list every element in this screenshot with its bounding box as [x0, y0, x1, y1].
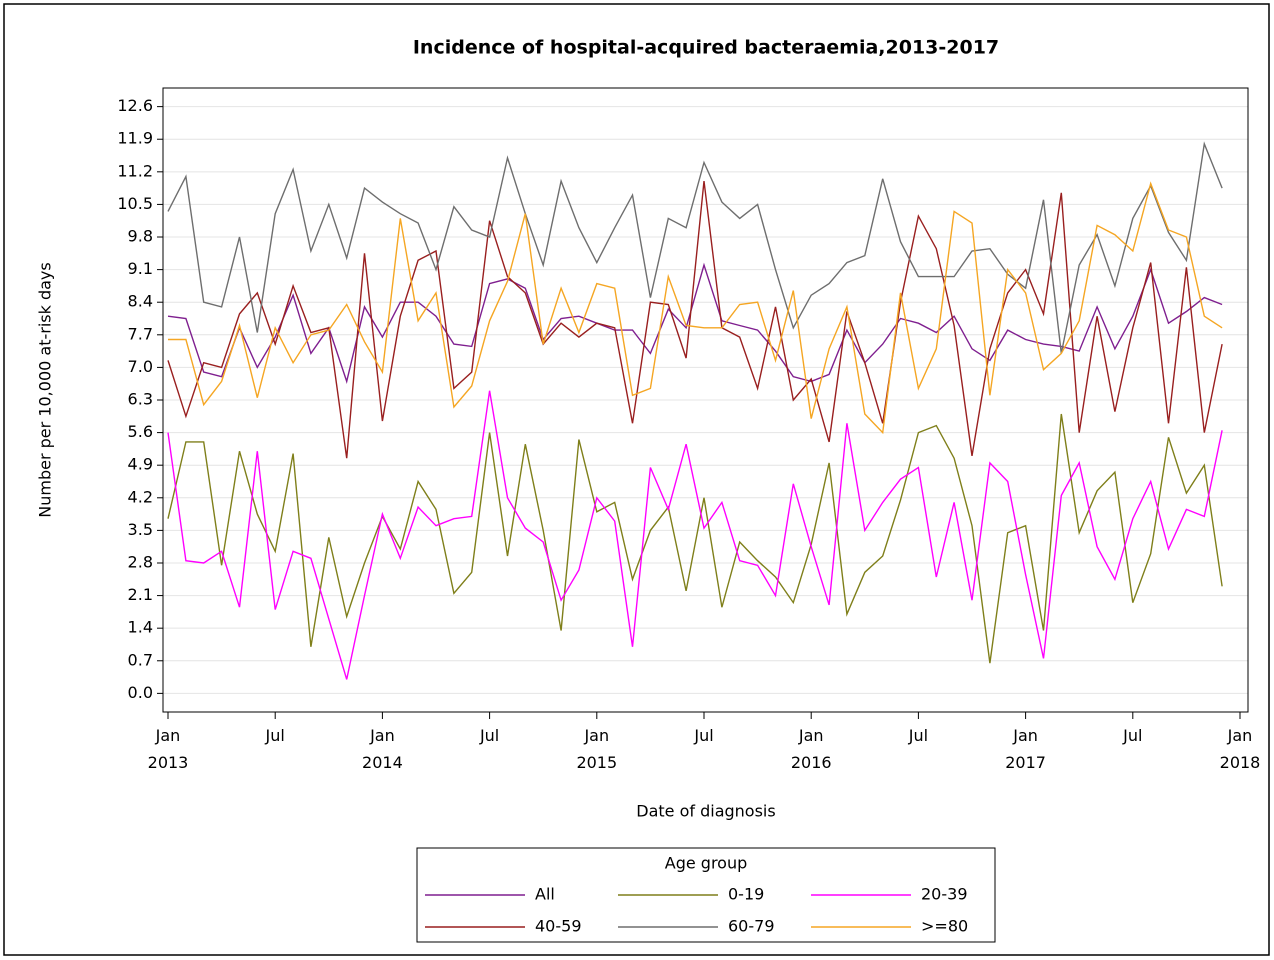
y-tick-label: 10.5 — [117, 194, 153, 213]
plot-frame — [162, 87, 1249, 713]
series-line — [167, 181, 1223, 459]
y-tick-label: 3.5 — [128, 520, 153, 539]
legend-title: Age group — [665, 854, 748, 873]
x-tick-label: Jul — [265, 726, 285, 745]
y-tick-label: 6.3 — [128, 390, 153, 409]
legend-label: 60-79 — [728, 917, 775, 936]
legend-label: 0-19 — [728, 885, 764, 904]
y-tick-label: 7.0 — [128, 357, 153, 376]
y-tick-label: 2.1 — [128, 585, 153, 604]
y-tick-label: 8.4 — [128, 292, 153, 311]
y-axis-label: Number per 10,000 at-risk days — [36, 262, 55, 517]
x-axis-label: Date of diagnosis — [636, 802, 775, 821]
x-tick-label: Jan 2016 — [791, 726, 832, 772]
y-tick-label: 0.0 — [128, 683, 153, 702]
legend-label: >=80 — [921, 917, 968, 936]
legend-label: All — [535, 885, 555, 904]
x-tick-label: Jul — [1122, 726, 1142, 745]
x-tick-label: Jan 2018 — [1220, 726, 1261, 772]
chart-title: Incidence of hospital-acquired bacteraem… — [413, 37, 999, 59]
y-tick-label: 4.9 — [128, 455, 153, 474]
y-tick-label: 1.4 — [128, 618, 153, 637]
y-tick-label: 9.8 — [128, 227, 153, 246]
series-line — [167, 390, 1223, 680]
x-tick-label: Jul — [693, 726, 713, 745]
series-line — [168, 181, 1223, 435]
y-tick-label: 4.2 — [128, 487, 153, 506]
x-tick-label: Jan 2013 — [148, 726, 189, 772]
x-tick-label: Jul — [479, 726, 499, 745]
y-tick-label: 7.7 — [128, 324, 153, 343]
series-line — [167, 141, 1223, 354]
y-tick-label: 11.9 — [117, 129, 153, 148]
y-tick-label: 5.6 — [128, 422, 153, 441]
legend-label: 40-59 — [535, 917, 582, 936]
series-line — [167, 262, 1223, 384]
x-tick-label: Jan 2015 — [576, 726, 617, 772]
y-tick-label: 0.7 — [128, 650, 153, 669]
y-tick-label: 2.8 — [128, 552, 153, 571]
x-tick-label: Jul — [908, 726, 928, 745]
legend-label: 20-39 — [921, 885, 968, 904]
x-tick-label: Jan 2014 — [362, 726, 403, 772]
y-tick-label: 11.2 — [117, 161, 153, 180]
series-line — [167, 413, 1223, 664]
y-tick-label: 9.1 — [128, 259, 153, 278]
y-tick-label: 12.6 — [117, 96, 153, 115]
outer-border — [3, 3, 1270, 956]
x-tick-label: Jan 2017 — [1005, 726, 1046, 772]
